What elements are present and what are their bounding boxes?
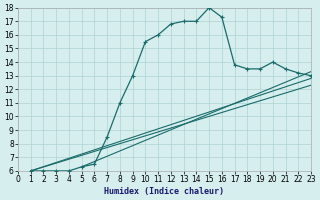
X-axis label: Humidex (Indice chaleur): Humidex (Indice chaleur) <box>105 187 225 196</box>
